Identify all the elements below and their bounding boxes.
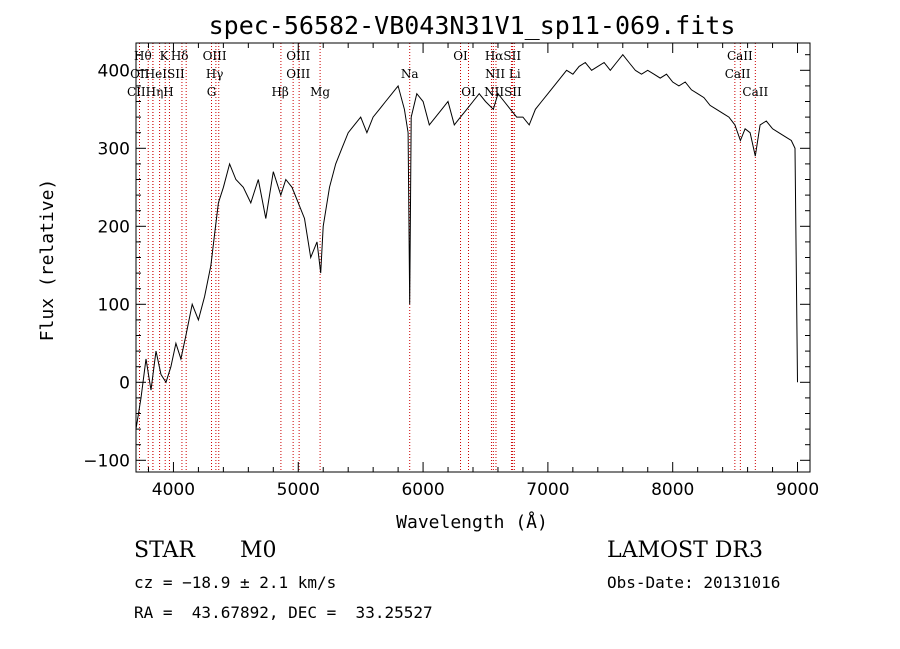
spectral-line-label: NII Li: [485, 67, 521, 81]
spectrum-series-line: [135, 53, 798, 430]
spectral-line-label: G: [207, 85, 217, 99]
y-tick-label: 400: [98, 61, 130, 81]
plot-frame: [135, 42, 811, 473]
spectral-line-label: Mg: [310, 85, 330, 99]
x-tick-label: 8000: [651, 480, 694, 500]
object-class: STAR: [134, 538, 195, 563]
x-axis-label: Wavelength (Å): [396, 511, 548, 533]
x-tick-label: 9000: [776, 480, 819, 500]
spectral-line-label: OI: [461, 85, 476, 99]
x-tick-label: 7000: [526, 480, 569, 500]
survey-name: LAMOST DR3: [607, 538, 763, 563]
spectral-line-label: Hβ: [271, 85, 288, 99]
y-tick-label: 0: [119, 373, 130, 393]
y-tick-label: 100: [98, 295, 130, 315]
spectral-line-label: Hγ: [206, 67, 224, 81]
spectral-line-label: K: [160, 49, 170, 63]
spectral-line-label: OII: [130, 67, 150, 81]
y-tick-label: −100: [83, 451, 130, 471]
spectral-line-label: CaII: [727, 49, 753, 63]
spectral-line-label: OI: [453, 49, 468, 63]
observation-date: Obs-Date: 20131016: [607, 573, 781, 592]
redshift-cz: cz = −18.9 ± 2.1 km/s: [134, 573, 337, 592]
spectral-line-label: HαSII: [485, 49, 522, 63]
spectral-line-label: Hθ: [134, 49, 152, 63]
spectral-line-label: Na: [401, 67, 419, 81]
y-axis-label: Flux (relative): [37, 179, 58, 342]
spectral-line-label: HeISII: [145, 67, 185, 81]
spectral-subclass: M0: [240, 538, 277, 563]
x-tick-label: 6000: [401, 480, 444, 500]
ra-dec: RA = 43.67892, DEC = 33.25527: [134, 603, 433, 622]
spectral-line-label: CaII: [725, 67, 751, 81]
y-tick-label: 300: [98, 139, 130, 159]
y-tick-label: 200: [98, 217, 130, 237]
x-tick-label: 5000: [277, 480, 320, 500]
spectral-line-label: OIII: [286, 67, 310, 81]
x-tick-label: 4000: [152, 480, 195, 500]
spectral-line-label: NIISII: [484, 85, 522, 99]
spectral-line-label: CaII: [742, 85, 768, 99]
spectral-line-label: OIII: [203, 49, 227, 63]
spectral-line-label: CIIHηH: [127, 85, 174, 99]
chart-title: spec-56582-VB043N31V1_sp11-069.fits: [209, 11, 736, 40]
plot-area: 4000 5000 6000 7000 8000 9000 −100 0 100 200 300 40…: [83, 42, 819, 500]
spectral-line-label: Hδ: [171, 49, 189, 63]
spectral-line-label: OIII: [286, 49, 310, 63]
